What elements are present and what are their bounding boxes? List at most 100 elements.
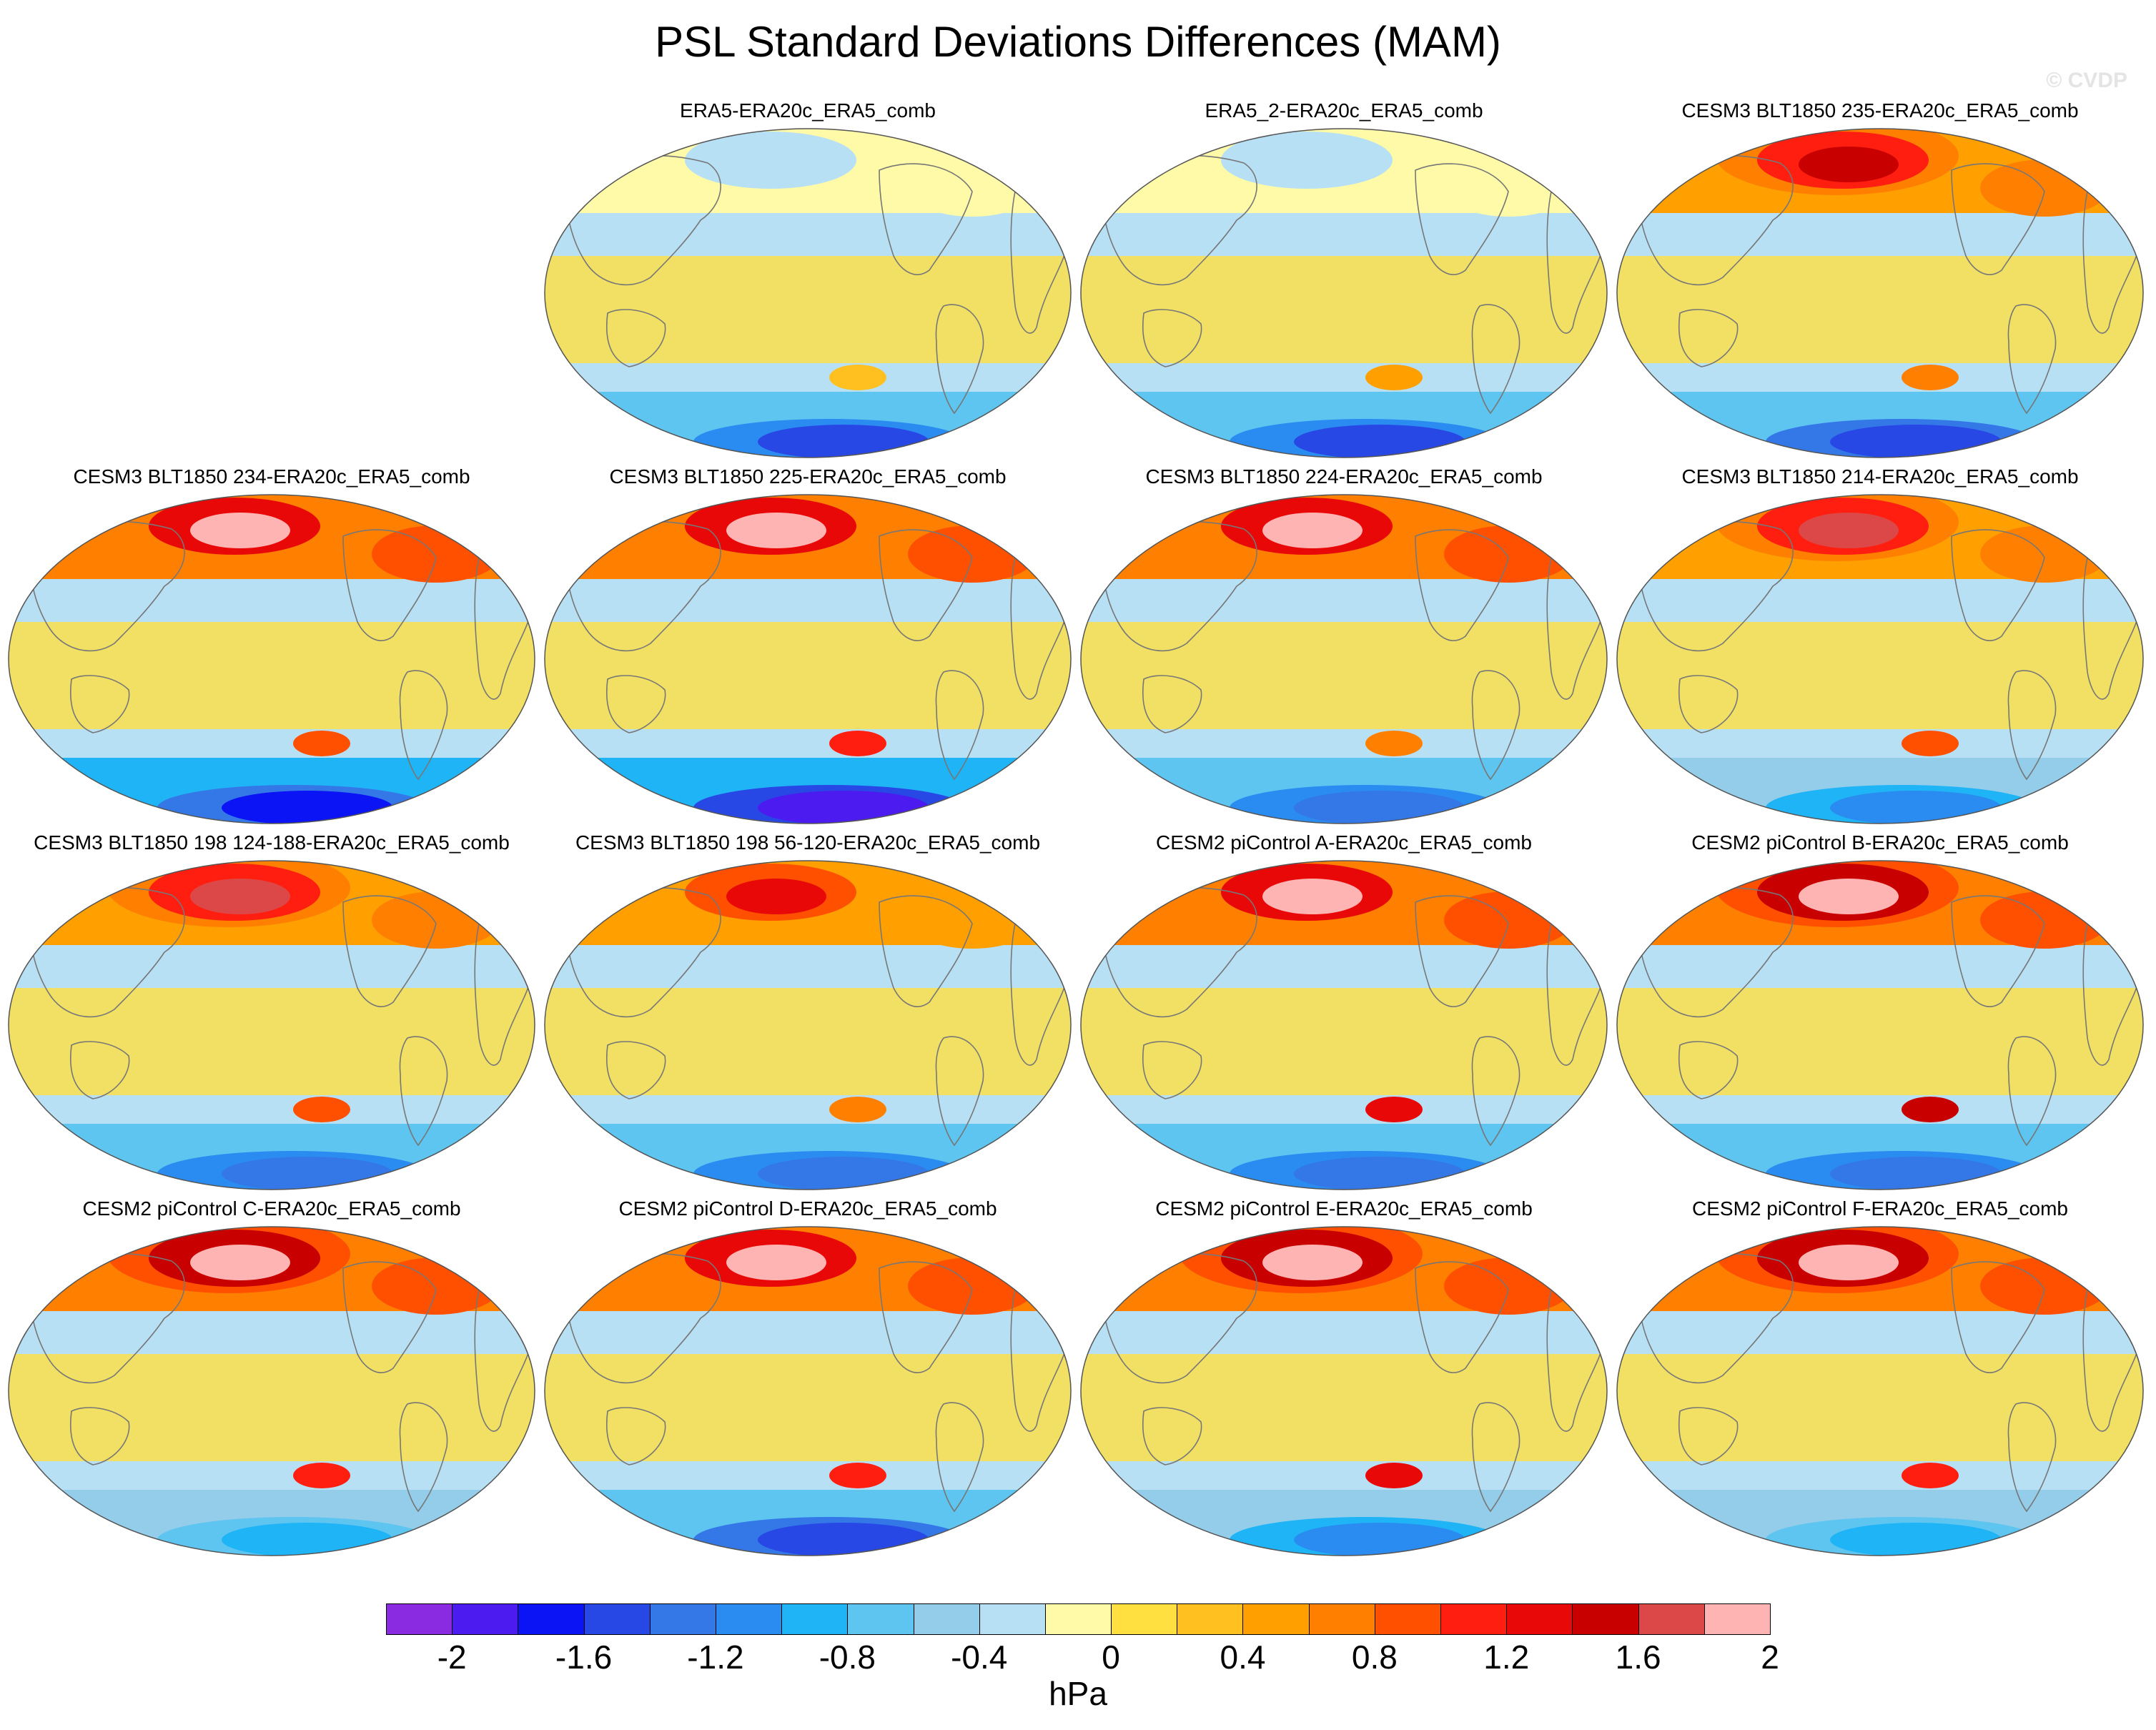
colorbar-tick-label: 0: [1102, 1638, 1120, 1676]
continent-outline: [1142, 1407, 1202, 1465]
continent-outline: [606, 1407, 666, 1465]
map-panel: CESM3 BLT1850 234-ERA20c_ERA5_comb: [7, 465, 536, 826]
robinson-map: [544, 494, 1072, 824]
colorbar-cell: [715, 1603, 783, 1635]
map-border: [1080, 494, 1608, 824]
map-panel: CESM3 BLT1850 235-ERA20c_ERA5_comb: [1616, 99, 2145, 460]
nh-anomaly-blob: [726, 513, 826, 548]
continent-outline: [1415, 1261, 1509, 1373]
nh-anomaly-blob: [1262, 879, 1363, 914]
sh-anomaly-blob: [1830, 425, 2002, 458]
map-border: [8, 494, 535, 824]
nh-anomaly-blob: [372, 1257, 500, 1315]
robinson-map: [1080, 494, 1608, 824]
sh-anomaly-blob: [1902, 731, 1959, 756]
nh-anomaly-blob: [1980, 159, 2109, 217]
robinson-map: [8, 494, 535, 824]
continent-outline: [1471, 304, 1520, 415]
robinson-map: [1080, 1226, 1608, 1556]
map-border: [544, 1226, 1072, 1556]
nh-anomaly-blob: [1444, 1257, 1573, 1315]
panel-title: CESM3 BLT1850 198 56-120-ERA20c_ERA5_com…: [575, 831, 1041, 854]
sh-anomaly-blob: [222, 1523, 393, 1556]
continent-outline: [1142, 1041, 1202, 1099]
colorbar-cell: [1440, 1603, 1508, 1635]
map-panel: CESM3 BLT1850 214-ERA20c_ERA5_comb: [1616, 465, 2145, 826]
continent-outline: [935, 670, 984, 781]
continent-outline: [70, 675, 130, 733]
colorbar-cell: [1638, 1603, 1705, 1635]
sh-anomaly-blob: [758, 791, 929, 824]
colorbar-cell: [1177, 1603, 1244, 1635]
nh-anomaly-blob: [372, 891, 500, 949]
nh-anomaly-blob: [1262, 1245, 1363, 1280]
continent-outline: [879, 1261, 973, 1373]
nh-anomaly-blob: [1262, 513, 1363, 548]
continent-outline: [879, 895, 973, 1007]
colorbar-cell: [518, 1603, 585, 1635]
panel-title: CESM2 piControl C-ERA20c_ERA5_comb: [82, 1197, 461, 1220]
continent-outline: [342, 895, 437, 1007]
sh-anomaly-blob: [222, 1157, 393, 1190]
figure-title: PSL Standard Deviations Differences (MAM…: [655, 18, 1501, 66]
map-border: [544, 128, 1072, 458]
continent-outline: [1951, 529, 2045, 641]
nh-anomaly-blob: [726, 147, 826, 182]
map-border: [544, 860, 1072, 1190]
nh-anomaly-blob: [1980, 891, 2109, 949]
colorbar-cell: [847, 1603, 914, 1635]
colorbar-cell: [913, 1603, 980, 1635]
continent-outline: [2007, 304, 2057, 415]
sh-anomaly-blob: [293, 731, 350, 756]
continent-outline: [879, 163, 973, 275]
continent-outline: [606, 309, 666, 367]
nh-anomaly-blob: [726, 1245, 826, 1280]
robinson-map: [8, 860, 535, 1190]
map-panel: CESM3 BLT1850 224-ERA20c_ERA5_comb: [1079, 465, 1608, 826]
sh-anomaly-blob: [829, 365, 886, 390]
continent-outline: [399, 1036, 448, 1147]
colorbar-tick-label: -1.6: [555, 1638, 613, 1676]
map-border: [8, 860, 535, 1190]
nh-anomaly-blob: [1444, 159, 1573, 217]
continent-outline: [399, 1402, 448, 1513]
sh-anomaly-blob: [758, 1157, 929, 1190]
nh-anomaly-blob: [1799, 879, 1899, 914]
colorbar-cell: [583, 1603, 651, 1635]
map-panel: CESM2 piControl C-ERA20c_ERA5_comb: [7, 1197, 536, 1558]
colorbar-tick-label: -1.2: [687, 1638, 744, 1676]
nh-anomaly-blob: [1444, 891, 1573, 949]
sh-anomaly-blob: [758, 1523, 929, 1556]
panel-title: CESM3 BLT1850 234-ERA20c_ERA5_comb: [73, 465, 470, 488]
sh-anomaly-blob: [222, 791, 393, 824]
map-panel: CESM2 piControl A-ERA20c_ERA5_comb: [1079, 831, 1608, 1192]
continent-outline: [399, 670, 448, 781]
panel-title: CESM3 BLT1850 224-ERA20c_ERA5_comb: [1145, 465, 1543, 488]
nh-anomaly-blob: [1444, 525, 1573, 583]
sh-anomaly-blob: [1294, 791, 1465, 824]
map-panel: CESM3 BLT1850 198 124-188-ERA20c_ERA5_co…: [7, 831, 536, 1192]
sh-anomaly-blob: [758, 425, 929, 458]
continent-outline: [2007, 1036, 2057, 1147]
robinson-map: [1616, 128, 2144, 458]
continent-outline: [1142, 309, 1202, 367]
sh-anomaly-blob: [1365, 731, 1423, 756]
continent-outline: [2007, 670, 2057, 781]
map-panel: CESM3 BLT1850 225-ERA20c_ERA5_comb: [543, 465, 1072, 826]
continent-outline: [1471, 1402, 1520, 1513]
map-panel: CESM3 BLT1850 198 56-120-ERA20c_ERA5_com…: [543, 831, 1072, 1192]
map-panel: CESM2 piControl B-ERA20c_ERA5_comb: [1616, 831, 2145, 1192]
colorbar-tick-label: -0.8: [819, 1638, 876, 1676]
robinson-map: [8, 1226, 535, 1556]
continent-outline: [1678, 675, 1739, 733]
sh-anomaly-blob: [1365, 1463, 1423, 1488]
colorbar-tick-label: 0.8: [1351, 1638, 1398, 1676]
sh-anomaly-blob: [1830, 1523, 2002, 1556]
panel-title: CESM3 BLT1850 225-ERA20c_ERA5_comb: [609, 465, 1007, 488]
sh-anomaly-blob: [1294, 1157, 1465, 1190]
colorbar: [386, 1603, 1771, 1635]
colorbar-cell: [1703, 1603, 1771, 1635]
panel-title: CESM3 BLT1850 198 124-188-ERA20c_ERA5_co…: [34, 831, 510, 854]
colorbar-cell: [452, 1603, 519, 1635]
panel-title: CESM2 piControl D-ERA20c_ERA5_comb: [618, 1197, 997, 1220]
